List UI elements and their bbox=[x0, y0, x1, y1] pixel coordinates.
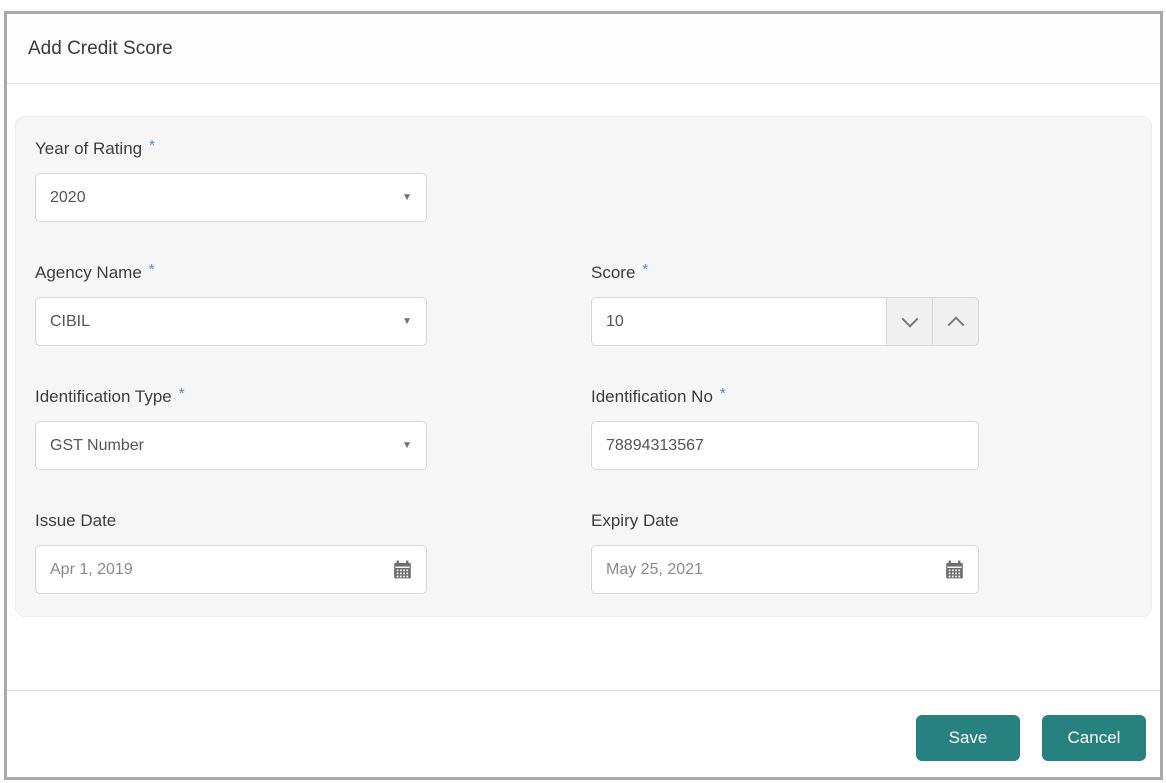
score-decrement-button[interactable] bbox=[886, 297, 933, 346]
expiry-date-input[interactable] bbox=[606, 546, 945, 593]
identification-no-box bbox=[591, 421, 979, 470]
dropdown-caret-icon: ▼ bbox=[402, 191, 412, 203]
score-input-box bbox=[591, 297, 887, 346]
calendar-icon[interactable] bbox=[945, 560, 964, 579]
score-label: Score * bbox=[591, 261, 979, 285]
dropdown-caret-icon: ▼ bbox=[402, 315, 412, 327]
score-stepper bbox=[591, 297, 979, 346]
label-text: Score bbox=[591, 263, 636, 282]
label-text: Year of Rating bbox=[35, 139, 143, 158]
dialog-body: Year of Rating * 2020 ▼ Agency Name * bbox=[7, 84, 1160, 690]
field-score: Score * bbox=[591, 261, 979, 346]
label-text: Identification No bbox=[591, 387, 713, 406]
dialog-titlebar: Add Credit Score bbox=[7, 14, 1160, 84]
year-of-rating-dropdown[interactable]: 2020 ▼ bbox=[35, 173, 427, 222]
form-panel: Year of Rating * 2020 ▼ Agency Name * bbox=[15, 116, 1152, 617]
label-text: Agency Name bbox=[35, 263, 142, 282]
issue-date-label: Issue Date bbox=[35, 511, 427, 533]
field-issue-date: Issue Date bbox=[35, 511, 427, 594]
save-button[interactable]: Save bbox=[916, 715, 1020, 761]
identification-type-value: GST Number bbox=[50, 436, 144, 454]
identification-type-dropdown[interactable]: GST Number ▼ bbox=[35, 421, 427, 470]
dialog-footer: Save Cancel bbox=[7, 690, 1160, 777]
agency-name-label: Agency Name * bbox=[35, 261, 427, 285]
add-credit-score-dialog: Add Credit Score Year of Rating * 2020 ▼ bbox=[4, 11, 1163, 780]
issue-date-input[interactable] bbox=[50, 546, 393, 593]
expiry-date-box bbox=[591, 545, 979, 594]
score-input[interactable] bbox=[606, 298, 872, 345]
issue-date-box bbox=[35, 545, 427, 594]
field-identification-type: Identification Type * GST Number ▼ bbox=[35, 385, 427, 470]
label-text: Expiry Date bbox=[591, 511, 679, 530]
score-increment-button[interactable] bbox=[932, 297, 979, 346]
field-expiry-date: Expiry Date bbox=[591, 511, 979, 594]
label-text: Identification Type bbox=[35, 387, 172, 406]
dropdown-caret-icon: ▼ bbox=[402, 439, 412, 451]
field-year-of-rating: Year of Rating * 2020 ▼ bbox=[35, 137, 427, 222]
year-of-rating-label: Year of Rating * bbox=[35, 137, 427, 161]
agency-name-value: CIBIL bbox=[50, 312, 91, 330]
required-asterisk: * bbox=[178, 385, 185, 402]
chevron-down-icon bbox=[901, 310, 918, 328]
field-identification-no: Identification No * bbox=[591, 385, 979, 470]
cancel-button[interactable]: Cancel bbox=[1042, 715, 1146, 761]
identification-no-label: Identification No * bbox=[591, 385, 979, 409]
required-asterisk: * bbox=[149, 137, 155, 154]
required-asterisk: * bbox=[719, 385, 726, 402]
identification-no-input[interactable] bbox=[606, 422, 964, 469]
calendar-icon[interactable] bbox=[393, 560, 412, 579]
required-asterisk: * bbox=[642, 261, 649, 278]
year-of-rating-value: 2020 bbox=[50, 188, 86, 206]
form-grid: Year of Rating * 2020 ▼ Agency Name * bbox=[35, 137, 1127, 594]
field-agency-name: Agency Name * CIBIL ▼ bbox=[35, 261, 427, 346]
agency-name-dropdown[interactable]: CIBIL ▼ bbox=[35, 297, 427, 346]
label-text: Issue Date bbox=[35, 511, 117, 530]
identification-type-label: Identification Type * bbox=[35, 385, 427, 409]
dialog-title: Add Credit Score bbox=[28, 37, 173, 59]
expiry-date-label: Expiry Date bbox=[591, 511, 979, 533]
required-asterisk: * bbox=[148, 261, 155, 278]
chevron-up-icon bbox=[947, 315, 964, 333]
